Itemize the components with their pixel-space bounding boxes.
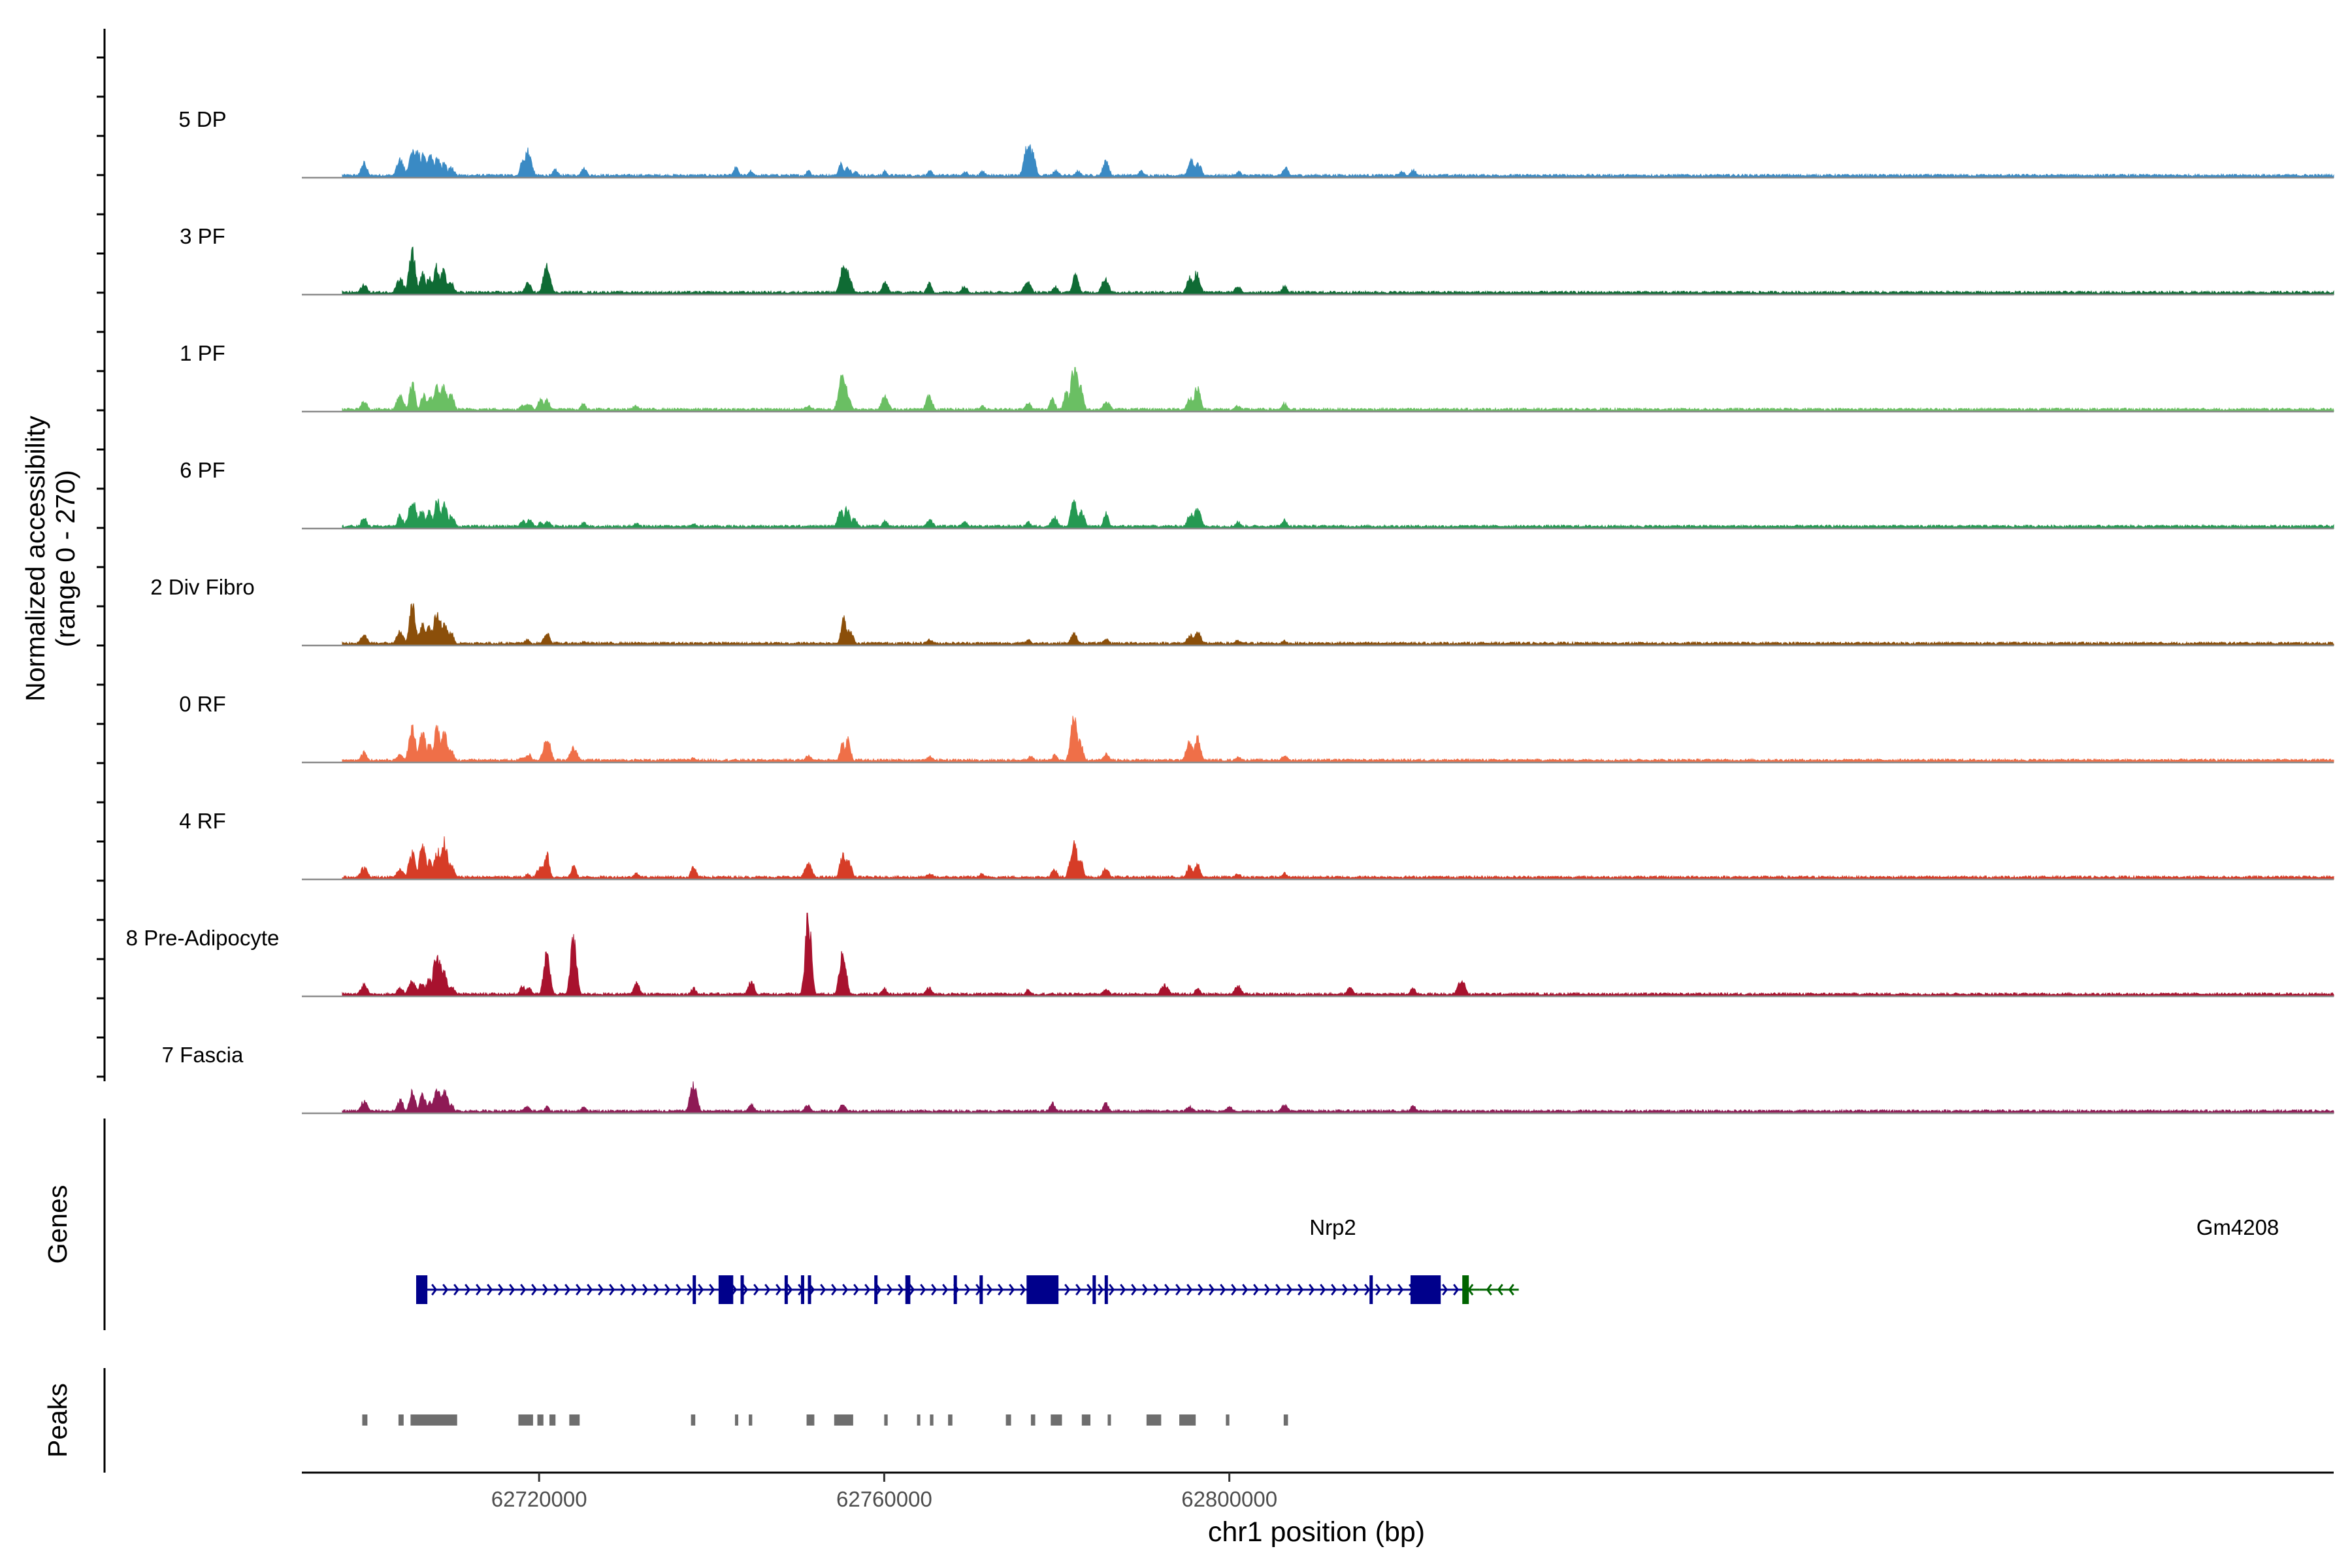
peak-region bbox=[917, 1414, 921, 1426]
track-label: 0 RF bbox=[179, 692, 226, 716]
peak-region bbox=[1107, 1414, 1111, 1426]
track-coverage-area bbox=[342, 912, 2334, 997]
gene-nrp2: Nrp2 bbox=[416, 1215, 1471, 1304]
gene-small-exon bbox=[1092, 1275, 1096, 1304]
track-5-dp: 5 DP bbox=[178, 107, 2334, 179]
gene-small-exon bbox=[740, 1275, 744, 1304]
x-axis-label: chr1 position (bp) bbox=[1208, 1516, 1425, 1548]
y-axis-label: Normalized accessibility (range 0 - 270) bbox=[20, 416, 80, 702]
gene-exon bbox=[1462, 1275, 1469, 1304]
peak-region bbox=[1146, 1414, 1162, 1426]
gene-strand-arrows bbox=[1467, 1284, 1514, 1296]
track-label: 4 RF bbox=[179, 809, 226, 833]
track-label: 7 Fascia bbox=[162, 1043, 244, 1067]
track-3-pf: 3 PF bbox=[180, 224, 2334, 296]
genes-panel-label: Genes bbox=[42, 1185, 73, 1264]
peak-region bbox=[806, 1414, 815, 1426]
peaks-panel-label: Peaks bbox=[42, 1383, 73, 1458]
x-axis-tick-label: 62760000 bbox=[836, 1487, 932, 1511]
track-coverage-area bbox=[342, 715, 2334, 763]
gene-small-exon bbox=[979, 1275, 983, 1304]
track-2-div-fibro: 2 Div Fibro bbox=[150, 575, 2334, 647]
peak-region bbox=[749, 1414, 753, 1426]
gene-annotation-track: Nrp2 Gm4208 bbox=[416, 1215, 2279, 1304]
peak-region bbox=[362, 1414, 368, 1426]
track-label: 6 PF bbox=[180, 458, 225, 482]
peak-region bbox=[518, 1414, 533, 1426]
peak-region bbox=[398, 1414, 404, 1426]
gene-label: Nrp2 bbox=[1309, 1215, 1356, 1239]
track-coverage-area bbox=[342, 498, 2334, 529]
gene-small-exon bbox=[784, 1275, 788, 1304]
track-0-rf: 0 RF bbox=[179, 692, 2334, 764]
gene-small-exon bbox=[693, 1275, 696, 1304]
y-axis-label-line2: (range 0 - 270) bbox=[50, 470, 80, 647]
peak-region bbox=[549, 1414, 556, 1426]
peak-region bbox=[948, 1414, 953, 1426]
peak-region bbox=[537, 1414, 544, 1426]
track-coverage-area bbox=[342, 1081, 2334, 1114]
gene-small-exon bbox=[953, 1275, 957, 1304]
gene-small-exon bbox=[907, 1275, 911, 1304]
gene-label: Gm4208 bbox=[2197, 1215, 2279, 1239]
coverage-tracks: 5 DP 3 PF 1 PF 6 PF 2 Div Fibro 0 RF 4 RF 8 Pre… bbox=[126, 107, 2334, 1115]
peak-region bbox=[1051, 1414, 1062, 1426]
peak-region bbox=[1030, 1414, 1036, 1426]
track-label: 8 Pre-Adipocyte bbox=[126, 926, 280, 950]
gene-exon bbox=[1410, 1275, 1441, 1304]
gene-small-exon bbox=[800, 1275, 804, 1304]
track-coverage-area bbox=[342, 367, 2334, 412]
peak-region bbox=[1005, 1414, 1011, 1426]
peak-region bbox=[1226, 1414, 1230, 1426]
track-coverage-area bbox=[342, 246, 2334, 295]
track-4-rf: 4 RF bbox=[179, 809, 2334, 881]
y-axis-label-line1: Normalized accessibility bbox=[20, 416, 50, 702]
peak-regions-track bbox=[362, 1414, 1288, 1426]
y-axis-ticks bbox=[97, 56, 105, 1078]
gene-exon bbox=[718, 1275, 734, 1304]
track-label: 3 PF bbox=[180, 224, 225, 248]
track-coverage-area bbox=[342, 603, 2334, 646]
track-coverage-area bbox=[342, 836, 2334, 880]
x-axis-ticks: 62720000 62760000 62800000 bbox=[491, 1473, 1277, 1511]
track-6-pf: 6 PF bbox=[180, 458, 2334, 530]
peak-region bbox=[1179, 1414, 1196, 1426]
x-axis-tick-label: 62800000 bbox=[1181, 1487, 1277, 1511]
track-1-pf: 1 PF bbox=[180, 341, 2334, 413]
track-7-fascia: 7 Fascia bbox=[162, 1043, 2334, 1115]
peak-region bbox=[1081, 1414, 1091, 1426]
track-coverage-area bbox=[342, 144, 2334, 178]
gene-small-exon bbox=[416, 1275, 419, 1304]
peak-region bbox=[884, 1414, 888, 1426]
gene-small-exon bbox=[1369, 1275, 1373, 1304]
peak-region bbox=[569, 1414, 580, 1426]
x-axis-tick-label: 62720000 bbox=[491, 1487, 587, 1511]
peak-region bbox=[734, 1414, 738, 1426]
track-label: 1 PF bbox=[180, 341, 225, 365]
gene-small-exon bbox=[808, 1275, 811, 1304]
peak-region bbox=[691, 1414, 696, 1426]
peak-region bbox=[834, 1414, 853, 1426]
peak-region bbox=[930, 1414, 934, 1426]
peak-region bbox=[1283, 1414, 1288, 1426]
gene-exon bbox=[1026, 1275, 1059, 1304]
gene-small-exon bbox=[905, 1275, 909, 1304]
gene-small-exon bbox=[1104, 1275, 1108, 1304]
track-8-pre-adipocyte: 8 Pre-Adipocyte bbox=[126, 912, 2334, 998]
gene-gm4208: Gm4208 bbox=[1462, 1215, 2279, 1304]
gene-small-exon bbox=[874, 1275, 878, 1304]
peak-region bbox=[410, 1414, 457, 1426]
gene-exon bbox=[418, 1275, 428, 1304]
track-label: 5 DP bbox=[178, 107, 226, 131]
track-label: 2 Div Fibro bbox=[150, 575, 255, 599]
